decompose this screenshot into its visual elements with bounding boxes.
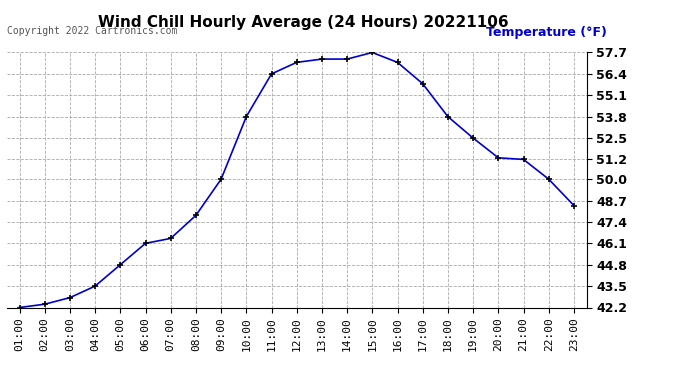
Text: Wind Chill Hourly Average (24 Hours) 20221106: Wind Chill Hourly Average (24 Hours) 202…	[98, 15, 509, 30]
Text: Temperature (°F): Temperature (°F)	[486, 26, 607, 39]
Text: Copyright 2022 Cartronics.com: Copyright 2022 Cartronics.com	[7, 26, 177, 36]
